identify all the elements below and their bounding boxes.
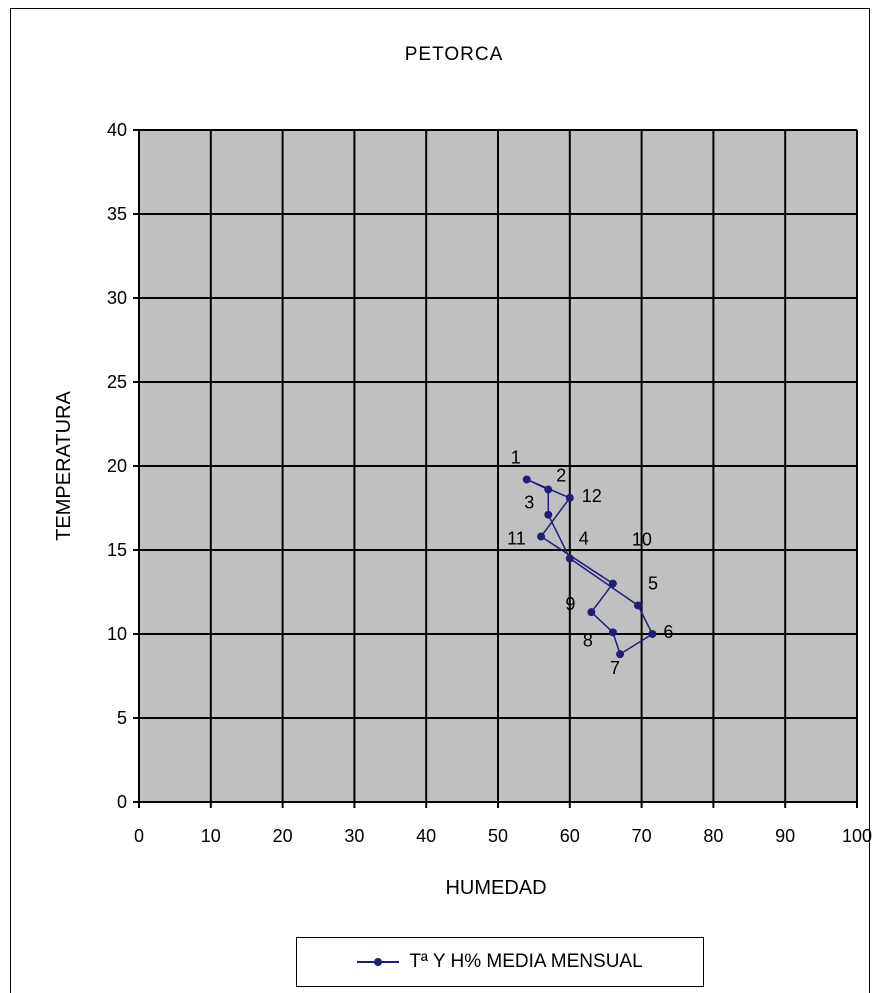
x-tick-labels: 0 10 20 30 40 50 60 70 80 90 100: [134, 826, 872, 846]
data-label: 5: [648, 573, 658, 593]
data-point: [634, 601, 643, 610]
x-tick-label: 40: [416, 826, 436, 846]
chart-frame: [10, 8, 870, 993]
legend: Tª Y H% MEDIA MENSUAL: [296, 937, 704, 987]
data-label: 9: [565, 594, 575, 614]
x-tick-label: 20: [273, 826, 293, 846]
y-tick-label: 10: [107, 624, 127, 644]
x-tick-label: 80: [703, 826, 723, 846]
data-label: 11: [507, 529, 526, 549]
y-axis-label: TEMPERATURA: [53, 391, 75, 541]
x-tick-label: 30: [344, 826, 364, 846]
data-label: 8: [583, 630, 593, 650]
legend-marker-icon: [357, 956, 400, 968]
x-tick-label: 100: [842, 826, 872, 846]
data-point: [565, 554, 574, 563]
data-point: [587, 608, 596, 617]
y-tick-label: 35: [107, 204, 127, 224]
data-label: 1: [511, 447, 521, 467]
y-tick-label: 40: [107, 120, 127, 140]
data-point: [537, 532, 546, 541]
x-axis-label: HUMEDAD: [445, 877, 546, 899]
y-tick-label: 15: [107, 540, 127, 560]
y-tick-label: 5: [117, 708, 127, 728]
x-tick-label: 50: [488, 826, 508, 846]
data-point: [544, 510, 553, 519]
y-tick-labels: 0 5 10 15 20 25 30 35 40: [107, 120, 127, 812]
data-label: 4: [579, 528, 589, 548]
data-label: 6: [663, 622, 673, 642]
y-tick-label: 0: [117, 792, 127, 812]
x-tick-label: 90: [775, 826, 795, 846]
axes: [133, 129, 858, 808]
data-point: [648, 630, 657, 638]
grid-lines: [138, 129, 858, 803]
x-tick-label: 0: [134, 826, 144, 846]
y-tick-label: 30: [107, 288, 127, 308]
y-tick-label: 20: [107, 456, 127, 476]
y-tick-label: 25: [107, 372, 127, 392]
x-tick-label: 70: [632, 826, 652, 846]
data-point: [522, 475, 531, 484]
data-point: [565, 493, 574, 502]
data-point: [608, 579, 617, 588]
data-label: 10: [632, 530, 652, 550]
x-tick-label: 10: [201, 826, 221, 846]
x-tick-label: 60: [560, 826, 580, 846]
data-label: 12: [582, 486, 602, 506]
data-point: [616, 650, 625, 659]
data-label: 7: [610, 658, 620, 678]
chart-title: PETORCA: [405, 44, 504, 65]
data-point: [608, 628, 617, 637]
legend-label: Tª Y H% MEDIA MENSUAL: [409, 951, 643, 972]
data-label: 3: [524, 493, 534, 513]
data-label: 2: [556, 466, 566, 486]
data-point: [544, 485, 553, 494]
